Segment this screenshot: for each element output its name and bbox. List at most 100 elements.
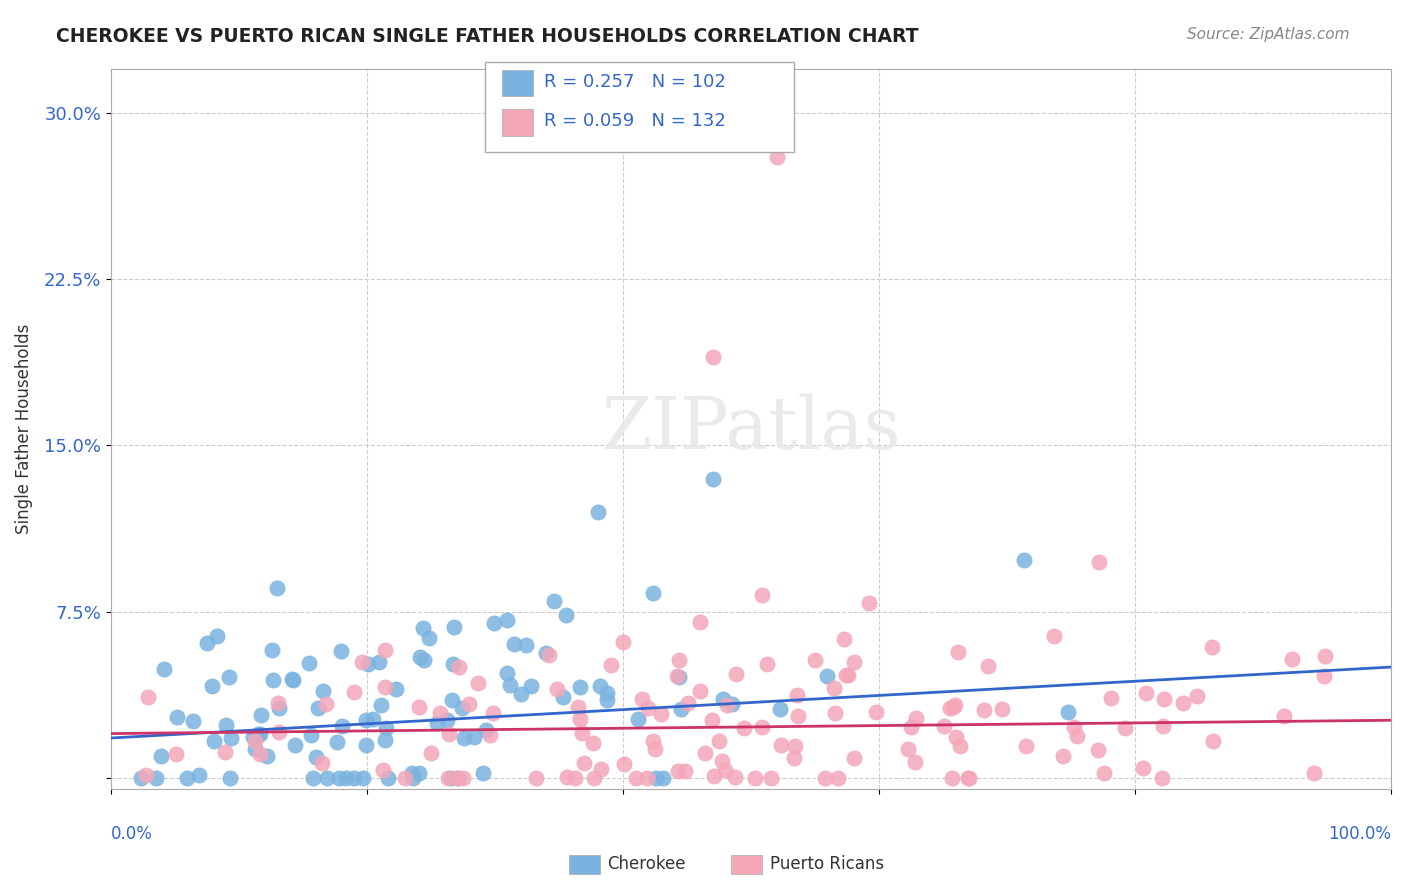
Text: 0.0%: 0.0% [111,825,153,843]
Text: Puerto Ricans: Puerto Ricans [770,855,884,873]
Point [693,746,716,760]
Point [815,669,838,683]
Point [463,730,485,744]
Point [478,728,501,742]
Point [751,588,773,602]
Point [361,712,384,726]
Point [1052,748,1074,763]
Point [408,766,430,780]
Point [413,653,436,667]
Point [266,581,288,595]
Point [136,690,159,704]
Point [589,679,612,693]
Point [1066,729,1088,743]
Point [249,727,271,741]
Point [135,767,157,781]
Point [600,658,623,673]
Point [1281,652,1303,666]
Point [942,700,965,714]
Point [267,701,290,715]
Point [668,653,690,667]
Point [536,646,558,660]
Point [1043,628,1066,642]
Point [804,653,827,667]
Point [195,636,218,650]
Point [689,615,711,630]
Point [568,712,591,726]
Point [546,681,568,696]
Point [256,749,278,764]
Point [751,720,773,734]
Point [243,733,266,747]
Point [374,680,396,694]
Point [443,620,465,634]
Point [977,659,1000,673]
Point [302,771,325,785]
Point [835,667,858,681]
Point [759,771,782,785]
Point [709,734,731,748]
Point [305,749,328,764]
Point [572,756,595,770]
Point [689,683,711,698]
Point [315,771,337,785]
Point [844,655,866,669]
Point [446,771,468,785]
Point [673,764,696,778]
Point [499,678,522,692]
Point [949,739,972,753]
Point [824,706,846,721]
Point [941,771,963,785]
Point [467,676,489,690]
Point [201,679,224,693]
Point [711,754,734,768]
Point [436,713,458,727]
Point [733,721,755,735]
Point [596,686,619,700]
Point [1173,697,1195,711]
Point [582,736,605,750]
Point [374,643,396,657]
Point [214,745,236,759]
Point [724,770,747,784]
Point [624,771,647,785]
Point [702,472,724,486]
Point [326,735,349,749]
Point [765,150,787,164]
Point [613,756,636,771]
Point [311,756,333,770]
Text: CHEROKEE VS PUERTO RICAN SINGLE FATHER HOUSEHOLDS CORRELATION CHART: CHEROKEE VS PUERTO RICAN SINGLE FATHER H… [56,27,918,45]
Point [420,746,443,760]
Point [711,691,734,706]
Point [440,771,463,785]
Point [377,771,399,785]
Point [703,769,725,783]
Point [357,657,380,671]
Point [1187,690,1209,704]
Point [350,655,373,669]
Point [328,771,350,785]
Point [329,644,352,658]
Point [436,771,458,785]
Point [770,738,793,752]
Point [283,673,305,687]
Text: Cherokee: Cherokee [607,855,686,873]
Point [627,712,650,726]
Point [408,699,430,714]
Point [668,670,690,684]
Point [837,667,859,681]
Point [394,771,416,785]
Point [482,706,505,721]
Point [343,771,366,785]
Point [1012,553,1035,567]
Point [945,730,967,744]
Point [1152,719,1174,733]
Point [1303,766,1326,780]
Point [932,719,955,733]
Point [1063,720,1085,734]
Text: 100.0%: 100.0% [1329,825,1391,843]
Point [153,662,176,676]
Point [402,771,425,785]
Point [700,713,723,727]
Point [755,657,778,672]
